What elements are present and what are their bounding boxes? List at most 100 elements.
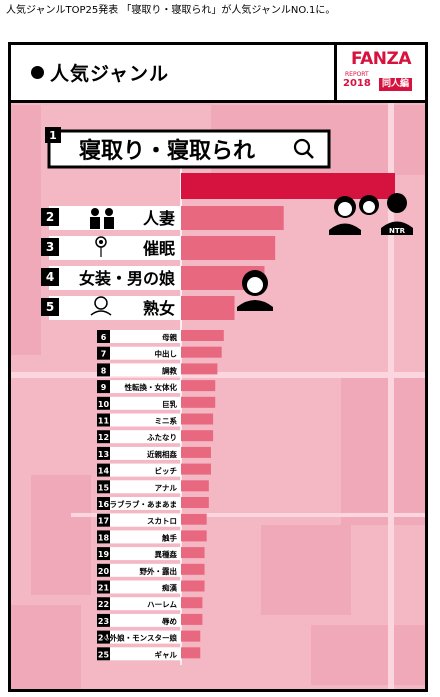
rank-number: 11 bbox=[98, 417, 110, 426]
background-block bbox=[31, 475, 91, 595]
bar bbox=[181, 296, 235, 320]
rank-badge bbox=[97, 497, 110, 510]
category-label: ラブラブ・あまあま bbox=[110, 499, 178, 509]
rank-badge bbox=[97, 363, 110, 377]
rank-number: 23 bbox=[98, 617, 109, 626]
rank-badge bbox=[41, 268, 59, 286]
label-box bbox=[101, 463, 181, 477]
label-box bbox=[101, 380, 181, 394]
rank-number: 15 bbox=[98, 483, 110, 492]
rank-number: 25 bbox=[98, 650, 110, 659]
rank-number: 4 bbox=[46, 270, 54, 284]
bar bbox=[181, 547, 205, 559]
logo-badge: 同人編 bbox=[379, 78, 413, 91]
logo-year: 2018 bbox=[343, 78, 371, 89]
rank-badge bbox=[97, 647, 110, 661]
rank-number: 8 bbox=[101, 366, 107, 375]
rank-number: 7 bbox=[101, 350, 107, 359]
category-label: 辱め bbox=[162, 617, 177, 626]
label-box bbox=[101, 580, 181, 594]
label-box bbox=[101, 513, 181, 527]
category-label: 寝取り・寝取られ bbox=[79, 138, 255, 164]
category-label: 人外娘・モンスター娘 bbox=[102, 633, 177, 643]
rank-number: 14 bbox=[98, 467, 110, 476]
rank-number: 10 bbox=[98, 400, 110, 409]
label-box bbox=[101, 563, 181, 577]
category-label: 近親相姦 bbox=[147, 449, 177, 459]
background-block bbox=[11, 105, 41, 355]
bar bbox=[181, 597, 203, 609]
category-label: 母親 bbox=[162, 332, 177, 342]
rank-number: 13 bbox=[98, 450, 109, 459]
category-label: 中出し bbox=[155, 349, 178, 359]
rank-number: 18 bbox=[98, 533, 110, 542]
hypnosis-icon bbox=[95, 236, 107, 257]
category-label: 人妻 bbox=[143, 209, 175, 228]
search-icon bbox=[293, 138, 314, 159]
rank-number: 9 bbox=[101, 383, 107, 392]
label-box bbox=[101, 396, 181, 410]
label-box bbox=[101, 363, 181, 377]
background-block bbox=[11, 605, 81, 689]
category-label: ビッチ bbox=[155, 466, 178, 476]
woman-icon bbox=[237, 270, 273, 311]
background-block bbox=[341, 375, 425, 525]
category-label: 女装・男の娘 bbox=[79, 269, 175, 288]
bar bbox=[181, 647, 201, 659]
label-box bbox=[101, 647, 181, 661]
logo-name: FANZA bbox=[350, 49, 412, 69]
rank-number: 16 bbox=[98, 500, 110, 509]
page-title: 人気ジャンル bbox=[31, 59, 169, 86]
bar bbox=[181, 413, 214, 425]
rank-number: 24 bbox=[98, 634, 110, 643]
category-label: 巨乳 bbox=[162, 399, 177, 409]
logo-report: REPORT bbox=[345, 71, 369, 78]
header-panel: 人気ジャンル FANZA REPORT 2018 同人編 bbox=[11, 45, 425, 103]
bar bbox=[181, 206, 284, 230]
bar bbox=[181, 380, 216, 392]
rank-badge bbox=[97, 430, 110, 444]
ntr-group-icon bbox=[329, 193, 413, 235]
rank-badge bbox=[41, 298, 59, 316]
bar bbox=[181, 513, 207, 525]
bar bbox=[181, 613, 203, 625]
label-box bbox=[101, 430, 181, 444]
search-icon-handle bbox=[306, 151, 314, 159]
label-box bbox=[101, 446, 181, 460]
bar bbox=[181, 330, 224, 341]
rank-number: 5 bbox=[46, 300, 54, 314]
label-box bbox=[101, 597, 181, 611]
rank-number: 3 bbox=[46, 240, 54, 254]
bar bbox=[181, 236, 276, 260]
rank-badge bbox=[97, 613, 110, 627]
label-box bbox=[47, 129, 331, 169]
category-label: 触手 bbox=[162, 532, 177, 542]
rank-badge bbox=[97, 630, 110, 644]
label-box bbox=[101, 613, 181, 627]
category-label: ギャル bbox=[155, 649, 178, 659]
rank-number: 12 bbox=[98, 433, 109, 442]
rank-badge bbox=[97, 530, 110, 544]
rank-badge bbox=[97, 580, 110, 594]
ranking-chart: 1 寝取り・寝取られ 2 人妻 3 催眠 4 女装・男の娘 5 熟女 6 母親 7 中出し 8 調教 9 性転換・… bbox=[11, 100, 425, 689]
rank-badge bbox=[97, 480, 110, 494]
label-box bbox=[49, 236, 181, 260]
ntr-label: NTR bbox=[389, 227, 406, 235]
bar bbox=[181, 396, 216, 408]
label-box bbox=[49, 266, 181, 290]
rank-badge bbox=[97, 563, 110, 577]
category-label: ハーレム bbox=[147, 600, 177, 609]
rank-badge bbox=[97, 597, 110, 611]
bar bbox=[181, 563, 205, 575]
rank-badge bbox=[97, 547, 110, 561]
rank-badge bbox=[41, 238, 59, 256]
label-box bbox=[101, 530, 181, 544]
category-label: 性転換・女体化 bbox=[125, 382, 178, 392]
category-label: 熟女 bbox=[143, 299, 175, 318]
bar bbox=[181, 463, 211, 475]
bar bbox=[181, 497, 209, 508]
label-box bbox=[101, 346, 181, 360]
rank-number: 20 bbox=[98, 567, 110, 576]
rank-number: 6 bbox=[101, 333, 107, 342]
bar bbox=[181, 430, 214, 442]
